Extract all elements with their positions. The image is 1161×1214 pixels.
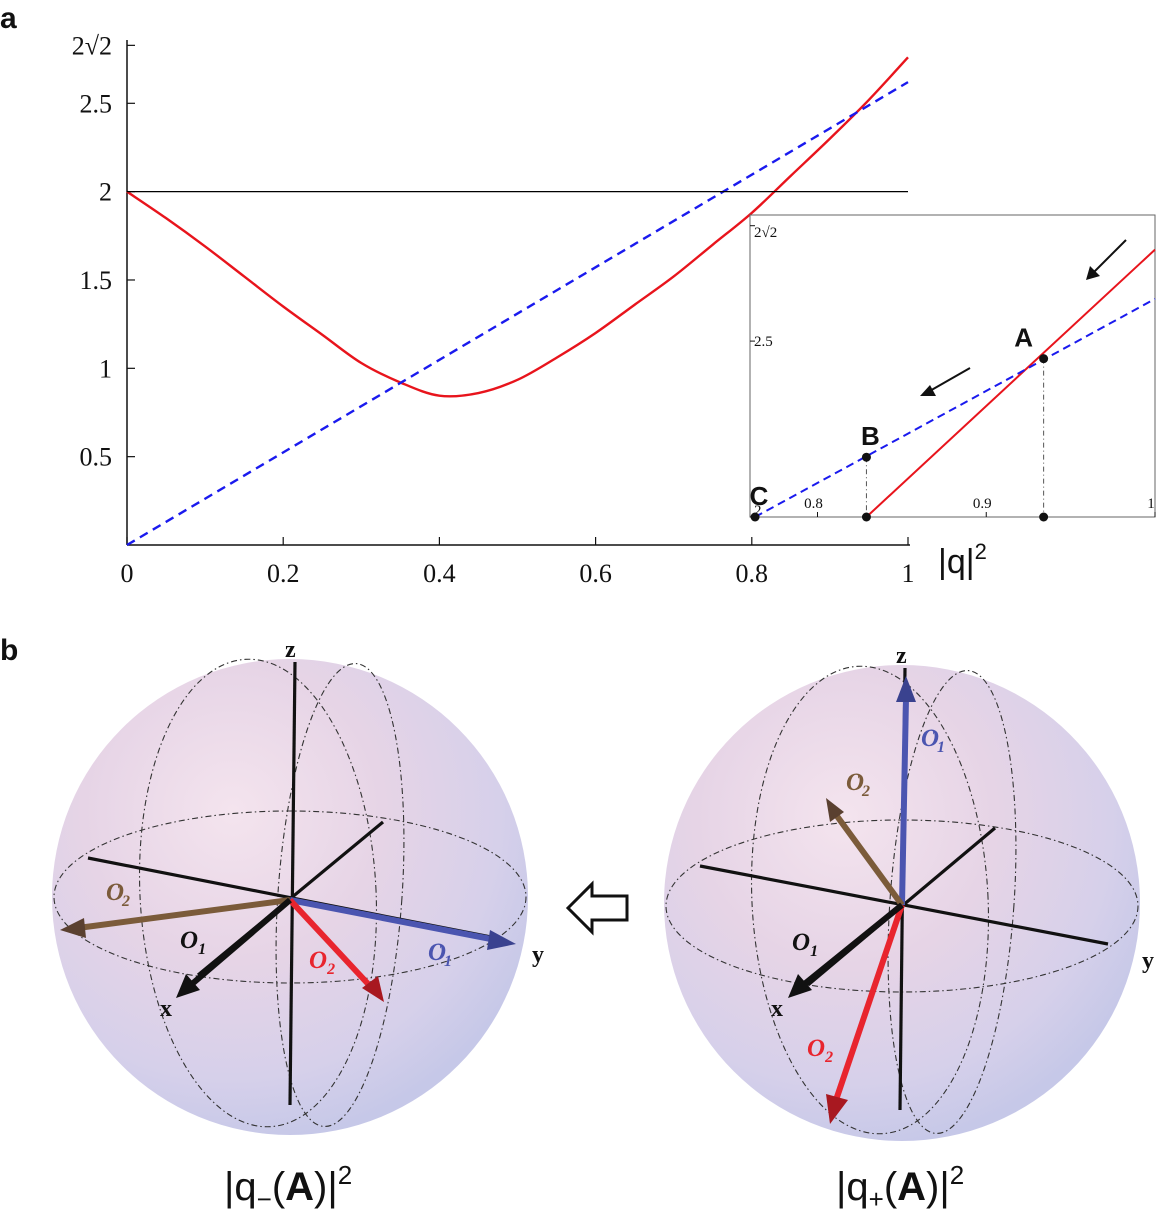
inset-point-base: [1039, 512, 1049, 522]
vector-o1: [176, 897, 292, 998]
x-tick-label: 0.4: [423, 559, 456, 588]
z-axis-label: z: [896, 643, 907, 669]
inset-point-A: [1039, 354, 1049, 364]
inset-arrow-upper: [1086, 239, 1127, 280]
panel-label-a: a: [0, 2, 17, 35]
inset-frame: [749, 214, 1156, 518]
label-o2: O2: [807, 1035, 833, 1066]
main-chart: 0 0.2 0.4 0.6 0.8 1 0.5 1 1.5 2 2.5 2√2 |q|2: [72, 31, 987, 588]
inset-x-tick-label: 1: [1147, 496, 1155, 512]
inset-point-label: B: [861, 421, 880, 451]
y-tick-label: 1: [99, 354, 112, 383]
vector-o2: [287, 897, 384, 1002]
z-axis-line: [288, 661, 297, 1106]
y-tick-label: 2√2: [72, 31, 112, 60]
vector-o2-prime: [60, 897, 291, 938]
inset-chart: 0.8 0.9 1 2 2.5 2√2 A B C: [749, 214, 1156, 522]
inset-y-tick-label: 2√2: [754, 225, 777, 241]
vector-o1-prime: [896, 676, 916, 906]
hollow-left-arrow-icon: [565, 880, 629, 936]
label-o1-prime: O'1: [428, 939, 452, 970]
inset-series-blue-dashed: [754, 298, 1156, 518]
label-o1: O1: [792, 929, 818, 960]
vector-o1-prime: [289, 897, 516, 950]
meridian-front: [138, 658, 378, 1128]
inset-y-tick-label: 2.5: [754, 334, 773, 350]
z-axis-label: z: [285, 637, 296, 663]
bloch-sphere-right: z y x O'1 O'2 O2 O1 |q+(A)|2: [664, 643, 1154, 1214]
label-o2-prime: O'2: [106, 879, 130, 910]
meridian-back: [275, 662, 405, 1128]
caption-left: |q−(A)|2: [224, 1160, 352, 1214]
x-axis-label-sphere: x: [160, 996, 172, 1022]
y-tick-label: 2: [99, 178, 112, 207]
y-tick-label: 0.5: [80, 443, 113, 472]
label-o2-prime: O'2: [846, 769, 870, 800]
inset-point-label: C: [750, 481, 769, 511]
x-tick-label: 0.6: [579, 559, 612, 588]
y-tick-label: 1.5: [80, 266, 113, 295]
inset-series-red-solid: [865, 248, 1156, 518]
bloch-sphere-left: z y x O'2 O'1 O2 O1 |q−(A)|2: [52, 637, 544, 1214]
meridian-back: [887, 669, 1017, 1135]
panel-label-b: b: [0, 634, 18, 667]
series-blue-dashed: [126, 81, 909, 547]
y-axis-label: y: [532, 942, 544, 968]
inset-point-B: [861, 452, 871, 462]
x-tick-label: 0.2: [267, 559, 300, 588]
x-tick-label: 0.8: [736, 559, 769, 588]
label-o2: O2: [309, 947, 335, 978]
series-red-solid: [126, 56, 909, 398]
inset-point-label: A: [1014, 323, 1033, 353]
label-o1: O1: [180, 927, 206, 958]
vector-o2-prime: [826, 798, 905, 907]
label-o1-prime: O'1: [921, 725, 945, 756]
inset-x-tick-label: 0.8: [804, 496, 823, 512]
inset-point-C: [750, 512, 760, 522]
inset-point-base: [861, 512, 871, 522]
vector-o2: [826, 904, 905, 1124]
vector-o1: [788, 902, 904, 998]
inset-arrow-lower: [920, 367, 971, 396]
x-axis-label: |q|2: [938, 539, 987, 581]
x-tick-label: 0: [121, 559, 134, 588]
inset-y-tick-label: 2: [754, 503, 762, 519]
y-axis-label: y: [1142, 948, 1154, 974]
x-axis-label-sphere: x: [771, 996, 783, 1022]
x-tick-label: 1: [902, 559, 915, 588]
meridian-front: [750, 665, 990, 1135]
caption-right: |q+(A)|2: [836, 1160, 964, 1214]
inset-x-tick-label: 0.9: [973, 496, 992, 512]
y-tick-label: 2.5: [80, 89, 113, 118]
